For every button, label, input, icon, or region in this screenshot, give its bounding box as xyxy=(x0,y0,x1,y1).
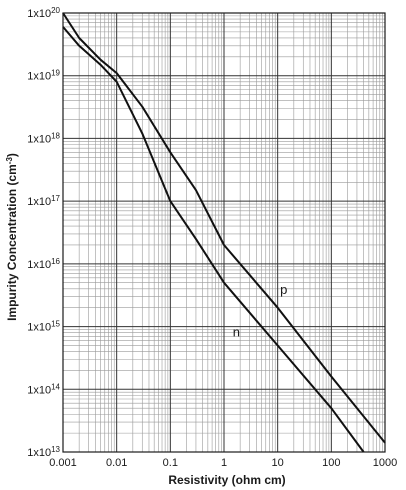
series-lines xyxy=(62,12,386,453)
y-tick-labels: 1x1013 1x1014 1x1015 1x1016 1x1017 1x1018 1x10… xyxy=(27,6,60,460)
x-tick-label: 10 xyxy=(272,457,284,469)
x-tick-labels: 0.001 0.01 0.1 1 10 100 1000 xyxy=(49,457,397,469)
y-tick-label: 1x1020 xyxy=(27,6,60,21)
x-tick-label: 1 xyxy=(221,457,227,469)
y-axis-label: Impurity Concentration (cm-3) xyxy=(5,153,20,321)
series-label-p: p xyxy=(280,282,287,297)
y-axis-label-main: Impurity Concentration (cm xyxy=(5,164,19,321)
y-tick-label: 1x1015 xyxy=(27,319,60,334)
series-line-p xyxy=(62,12,386,444)
x-tick-label: 0.1 xyxy=(163,457,178,469)
x-tick-label: 100 xyxy=(322,457,340,469)
y-tick-label: 1x1018 xyxy=(27,131,60,146)
x-tick-label: 1000 xyxy=(373,457,397,469)
y-axis-label-close: ) xyxy=(5,153,19,157)
y-tick-label: 1x1013 xyxy=(27,445,60,460)
series-label-n: n xyxy=(233,324,240,339)
x-axis-label: Resistivity (ohm cm) xyxy=(168,473,285,487)
x-tick-label: 0.01 xyxy=(106,457,127,469)
x-tick-label: 0.001 xyxy=(49,457,77,469)
y-tick-label: 1x1019 xyxy=(27,68,60,83)
plot-frame xyxy=(62,12,386,453)
y-axis-label-exponent: -3 xyxy=(5,157,14,165)
series-line-n xyxy=(62,26,365,453)
y-tick-label: 1x1017 xyxy=(27,194,60,209)
y-tick-label: 1x1014 xyxy=(27,382,60,397)
series-labels: pn xyxy=(233,282,288,339)
y-tick-label: 1x1016 xyxy=(27,256,60,271)
